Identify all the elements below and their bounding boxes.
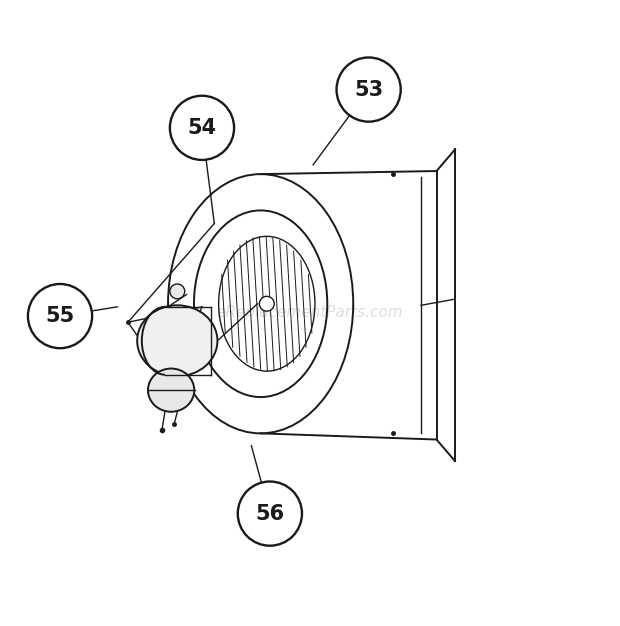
Text: 53: 53: [354, 80, 383, 100]
Circle shape: [28, 284, 92, 348]
Circle shape: [170, 96, 234, 160]
Circle shape: [170, 284, 185, 299]
Ellipse shape: [148, 369, 194, 412]
Circle shape: [337, 58, 401, 121]
Circle shape: [238, 481, 302, 546]
Text: 55: 55: [45, 306, 74, 326]
Circle shape: [259, 296, 274, 311]
Text: 56: 56: [255, 503, 285, 523]
Ellipse shape: [137, 305, 218, 376]
Text: 54: 54: [187, 118, 216, 138]
Text: eReplacementParts.com: eReplacementParts.com: [216, 305, 404, 321]
